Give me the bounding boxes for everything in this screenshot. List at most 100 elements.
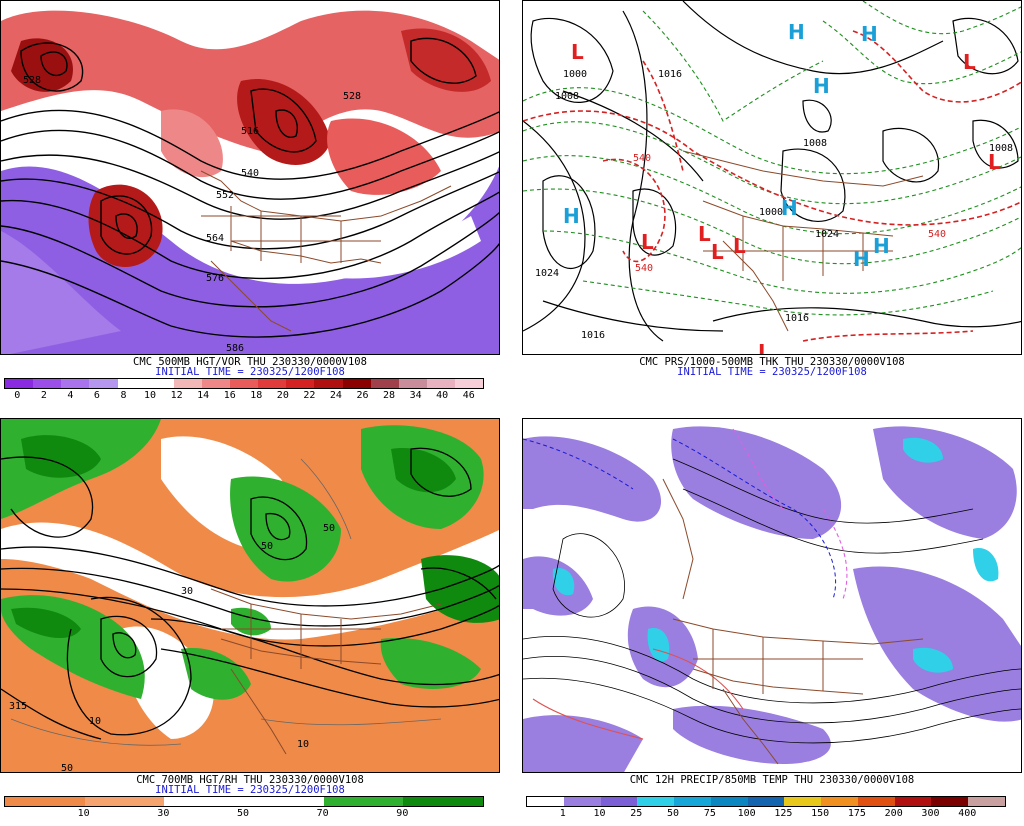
colorbar-swatch bbox=[342, 379, 371, 388]
colorbar-swatch bbox=[201, 379, 230, 388]
pressure-centers: L L L L L L L L H H H H H H H bbox=[563, 20, 1001, 355]
svg-text:H: H bbox=[781, 196, 798, 220]
colorbar-tick: 12 bbox=[170, 390, 183, 401]
humidity-panel: 315 50 10 10 50 30 50 CMC 700MB HGT/RH T… bbox=[0, 418, 500, 826]
colorbar-swatch bbox=[286, 379, 315, 388]
svg-text:540: 540 bbox=[241, 168, 259, 179]
colorbar-tick: 10 bbox=[77, 808, 90, 819]
colorbar-swatch bbox=[164, 797, 245, 806]
colorbar-swatch bbox=[968, 797, 1005, 806]
vorticity-panel: 528 516 528 540 552 564 576 586 CMC 500M… bbox=[0, 0, 500, 408]
colorbar-swatch bbox=[33, 379, 62, 388]
colorbar-tick: 30 bbox=[157, 808, 170, 819]
svg-text:30: 30 bbox=[181, 586, 193, 597]
colorbar-tick: 10 bbox=[144, 390, 157, 401]
colorbar-swatch bbox=[527, 797, 564, 806]
colorbar-tick: 25 bbox=[630, 808, 643, 819]
humidity-initial-time: INITIAL TIME = 230325/1200F108 bbox=[155, 784, 345, 796]
colorbar-swatch bbox=[637, 797, 675, 806]
svg-text:1016: 1016 bbox=[658, 69, 682, 80]
colorbar-swatch bbox=[370, 379, 399, 388]
svg-text:586: 586 bbox=[226, 343, 244, 354]
colorbar-swatch bbox=[145, 379, 174, 388]
svg-text:H: H bbox=[813, 74, 830, 98]
colorbar-swatch bbox=[894, 797, 932, 806]
svg-text:L: L bbox=[758, 340, 771, 355]
colorbar-tick: 1 bbox=[559, 808, 566, 819]
colorbar-tick: 100 bbox=[737, 808, 756, 819]
colorbar-swatch bbox=[931, 797, 969, 806]
svg-text:1024: 1024 bbox=[815, 229, 839, 240]
svg-text:50: 50 bbox=[323, 523, 335, 534]
colorbar-swatch bbox=[784, 797, 822, 806]
colorbar-tick: 16 bbox=[223, 390, 236, 401]
precip-map-svg bbox=[523, 419, 1021, 772]
colorbar-swatch bbox=[230, 379, 259, 388]
vorticity-map: 528 516 528 540 552 564 576 586 bbox=[0, 0, 500, 355]
svg-text:1016: 1016 bbox=[785, 313, 809, 324]
svg-text:540: 540 bbox=[928, 229, 946, 240]
svg-text:528: 528 bbox=[23, 75, 41, 86]
colorbar-tick: 8 bbox=[120, 390, 127, 401]
svg-text:1016: 1016 bbox=[581, 330, 605, 341]
precip-map bbox=[522, 418, 1022, 773]
colorbar-swatch bbox=[323, 797, 404, 806]
svg-text:552: 552 bbox=[216, 190, 234, 201]
colorbar-swatch bbox=[455, 379, 484, 388]
colorbar-swatch bbox=[84, 797, 165, 806]
svg-text:H: H bbox=[861, 22, 878, 46]
colorbar-tick: 24 bbox=[329, 390, 342, 401]
colorbar-tick: 26 bbox=[356, 390, 369, 401]
colorbar-swatch bbox=[5, 797, 85, 806]
vort-contour-labels: 528 516 528 540 552 564 576 586 bbox=[23, 75, 361, 354]
colorbar-tick: 75 bbox=[703, 808, 716, 819]
svg-text:516: 516 bbox=[241, 126, 259, 137]
svg-text:564: 564 bbox=[206, 233, 224, 244]
colorbar-tick: 0 bbox=[14, 390, 21, 401]
pressure-thickness-map-svg: L L L L L L L L H H H H H H H 1000 1008 … bbox=[523, 1, 1021, 355]
colorbar-tick: 50 bbox=[667, 808, 680, 819]
colorbar-tick: 50 bbox=[236, 808, 250, 819]
svg-text:540: 540 bbox=[635, 263, 653, 274]
colorbar-swatch bbox=[314, 379, 343, 388]
colorbar-swatch bbox=[600, 797, 638, 806]
colorbar-tick: 70 bbox=[316, 808, 329, 819]
pressure-caption: CMC PRS/1000-500MB THK THU 230330/0000V1… bbox=[639, 356, 905, 368]
colorbar-tick: 175 bbox=[847, 808, 866, 819]
svg-text:H: H bbox=[788, 20, 805, 44]
humidity-contour-labels: 315 50 10 10 50 30 50 bbox=[9, 523, 335, 772]
colorbar-tick: 22 bbox=[303, 390, 316, 401]
colorbar-tick: 2 bbox=[40, 390, 47, 401]
svg-text:528: 528 bbox=[343, 91, 361, 102]
colorbar-tick: 20 bbox=[276, 390, 289, 401]
colorbar-tick: 34 bbox=[409, 390, 422, 401]
svg-text:10: 10 bbox=[89, 716, 101, 727]
svg-text:1000: 1000 bbox=[759, 207, 783, 218]
colorbar-tick: 4 bbox=[67, 390, 74, 401]
colorbar-tick: 18 bbox=[250, 390, 263, 401]
colorbar-swatch bbox=[258, 379, 287, 388]
svg-text:L: L bbox=[733, 234, 746, 258]
colorbar-swatch bbox=[563, 797, 601, 806]
colorbar-swatch bbox=[173, 379, 202, 388]
svg-text:H: H bbox=[563, 204, 580, 228]
colorbar-swatch bbox=[426, 379, 455, 388]
svg-text:315: 315 bbox=[9, 701, 27, 712]
colorbar-swatch bbox=[857, 797, 895, 806]
svg-text:1000: 1000 bbox=[563, 69, 587, 80]
svg-text:1024: 1024 bbox=[535, 268, 559, 279]
colorbar-tick: 46 bbox=[462, 390, 475, 401]
vorticity-map-svg: 528 516 528 540 552 564 576 586 bbox=[1, 1, 499, 354]
colorbar-swatch bbox=[398, 379, 427, 388]
svg-text:L: L bbox=[963, 50, 976, 74]
svg-text:50: 50 bbox=[261, 541, 273, 552]
svg-text:L: L bbox=[571, 40, 584, 64]
pressure-contour-labels: 1000 1008 1016 1024 1016 1008 1024 1008 … bbox=[535, 69, 1013, 341]
colorbar-swatch bbox=[61, 379, 90, 388]
colorbar-tick: 6 bbox=[93, 390, 100, 401]
humidity-colorbar-ticks: 10 30 50 70 90 bbox=[4, 808, 482, 820]
colorbar-swatch bbox=[117, 379, 146, 388]
colorbar-tick: 200 bbox=[884, 808, 903, 819]
vorticity-initial-time: INITIAL TIME = 230325/1200F108 bbox=[155, 366, 345, 378]
colorbar-swatch bbox=[747, 797, 785, 806]
